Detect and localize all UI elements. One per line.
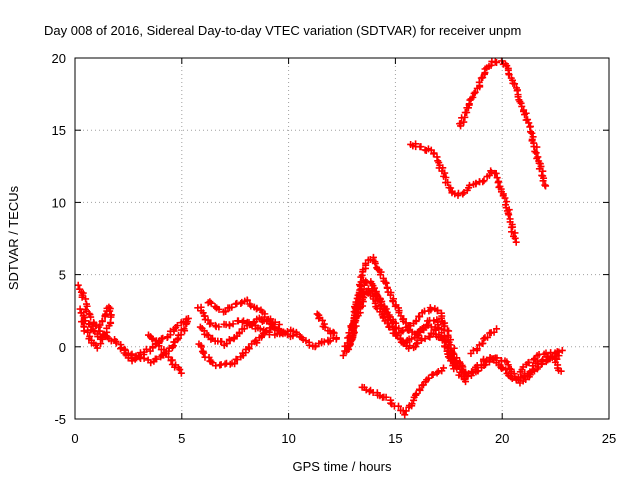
y-axis-label: SDTVAR / TECUs	[6, 185, 21, 290]
x-tick-label: 10	[281, 431, 295, 446]
x-axis-label: GPS time / hours	[293, 459, 392, 474]
y-tick-label: 0	[59, 340, 66, 355]
y-tick-label: -5	[54, 412, 66, 427]
chart-title: Day 008 of 2016, Sidereal Day-to-day VTE…	[44, 23, 521, 38]
y-tick-label: 20	[52, 51, 66, 66]
chart-background	[0, 0, 640, 480]
x-tick-label: 20	[495, 431, 509, 446]
x-tick-label: 15	[388, 431, 402, 446]
sdtvar-chart: Day 008 of 2016, Sidereal Day-to-day VTE…	[0, 0, 640, 480]
y-tick-label: 15	[52, 123, 66, 138]
x-tick-label: 5	[178, 431, 185, 446]
x-tick-label: 25	[602, 431, 616, 446]
y-tick-label: 5	[59, 268, 66, 283]
y-tick-label: 10	[52, 195, 66, 210]
x-tick-label: 0	[71, 431, 78, 446]
